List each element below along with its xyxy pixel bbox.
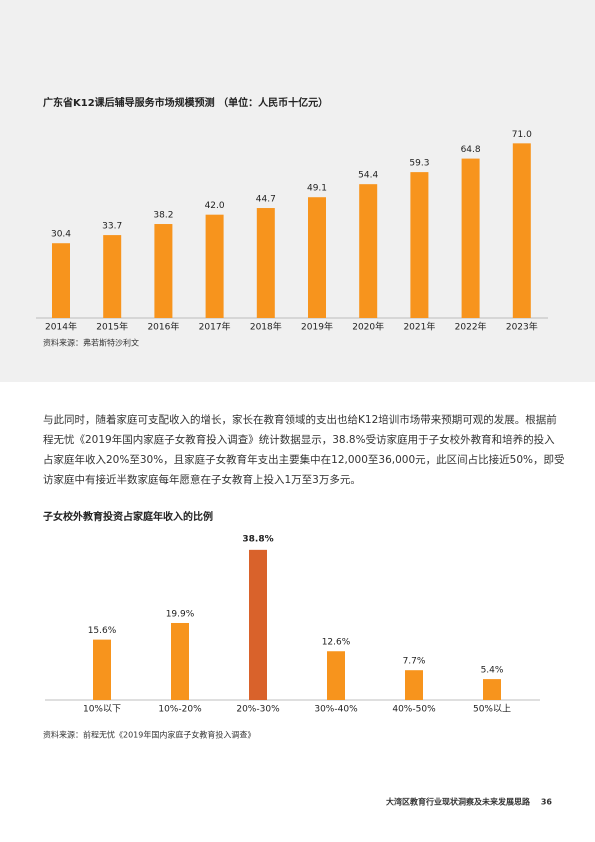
bar xyxy=(52,243,70,318)
paragraph-line: 访家庭中有接近半数家庭每年愿意在子女教育上投入1万至3万多元。 xyxy=(43,473,361,486)
paragraph-line: 与此同时，随着家庭可支配收入的增长，家长在教育领域的支出也给K12培训市场带来预… xyxy=(43,413,557,426)
bar xyxy=(512,143,531,318)
x-tick-label: 2016年 xyxy=(147,321,179,333)
bar xyxy=(249,549,267,700)
paragraph-line: 程无忧《2019年国内家庭子女教育投入调查》统计数据显示，38.8%受访家庭用于… xyxy=(43,433,555,446)
data-label: 15.6% xyxy=(88,626,117,636)
bar xyxy=(405,670,423,700)
paragraph-line: 占家庭年收入20%至30%，且家庭子女教育年支出主要集中在12,000至36,0… xyxy=(43,453,565,466)
x-tick-label: 50%以上 xyxy=(473,704,511,715)
bar xyxy=(359,184,378,318)
x-tick-label: 2021年 xyxy=(403,321,435,333)
bar xyxy=(103,235,122,318)
page-number: 36 xyxy=(541,798,553,807)
x-tick-label: 2018年 xyxy=(250,321,282,333)
bar xyxy=(461,158,480,318)
data-label: 30.4 xyxy=(51,230,71,240)
x-tick-label: 2022年 xyxy=(455,321,487,333)
data-label: 71.0 xyxy=(512,130,532,140)
data-label: 59.3 xyxy=(409,159,429,169)
bar xyxy=(256,208,275,318)
x-tick-label: 2020年 xyxy=(352,321,384,333)
data-label: 7.7% xyxy=(403,657,426,667)
bar xyxy=(483,679,501,700)
x-tick-label: 2014年 xyxy=(45,321,77,333)
chart-source: 资料来源：前程无忧《2019年国内家庭子女教育投入调查》 xyxy=(43,730,255,740)
data-label: 54.4 xyxy=(358,171,378,181)
data-label: 19.9% xyxy=(166,609,195,619)
chart-title: 广东省K12课后辅导服务市场规模预测 （单位：人民币十亿元） xyxy=(43,96,328,109)
bar xyxy=(154,224,173,318)
bar xyxy=(410,172,429,318)
chart-source: 资料来源：弗若斯特沙利文 xyxy=(43,338,139,348)
x-tick-label: 40%-50% xyxy=(392,705,436,715)
bar xyxy=(308,197,326,318)
data-label: 12.6% xyxy=(322,638,351,648)
x-tick-label: 20%-30% xyxy=(236,705,280,715)
data-label: 33.7 xyxy=(102,222,122,232)
x-tick-label: 10%-20% xyxy=(158,705,202,715)
x-tick-label: 2017年 xyxy=(199,321,231,333)
bar xyxy=(327,651,345,700)
chart-title: 子女校外教育投资占家庭年收入的比例 xyxy=(43,510,213,523)
x-tick-label: 30%-40% xyxy=(314,705,358,715)
bar xyxy=(171,622,189,700)
data-label: 49.1 xyxy=(307,184,327,194)
footer-text: 大湾区教育行业现状洞察及未来发展思路 xyxy=(386,797,531,807)
bar xyxy=(93,639,111,700)
data-label: 64.8 xyxy=(461,145,481,155)
bar xyxy=(205,214,224,318)
x-tick-label: 2023年 xyxy=(506,321,538,333)
data-label: 44.7 xyxy=(256,195,276,205)
x-tick-label: 10%以下 xyxy=(83,705,121,715)
data-label: 38.2 xyxy=(153,211,173,221)
x-tick-label: 2019年 xyxy=(301,321,333,333)
x-tick-label: 2015年 xyxy=(96,321,128,333)
data-label: 42.0 xyxy=(205,201,225,211)
data-label: 5.4% xyxy=(481,666,504,676)
data-label: 38.8% xyxy=(242,534,273,544)
